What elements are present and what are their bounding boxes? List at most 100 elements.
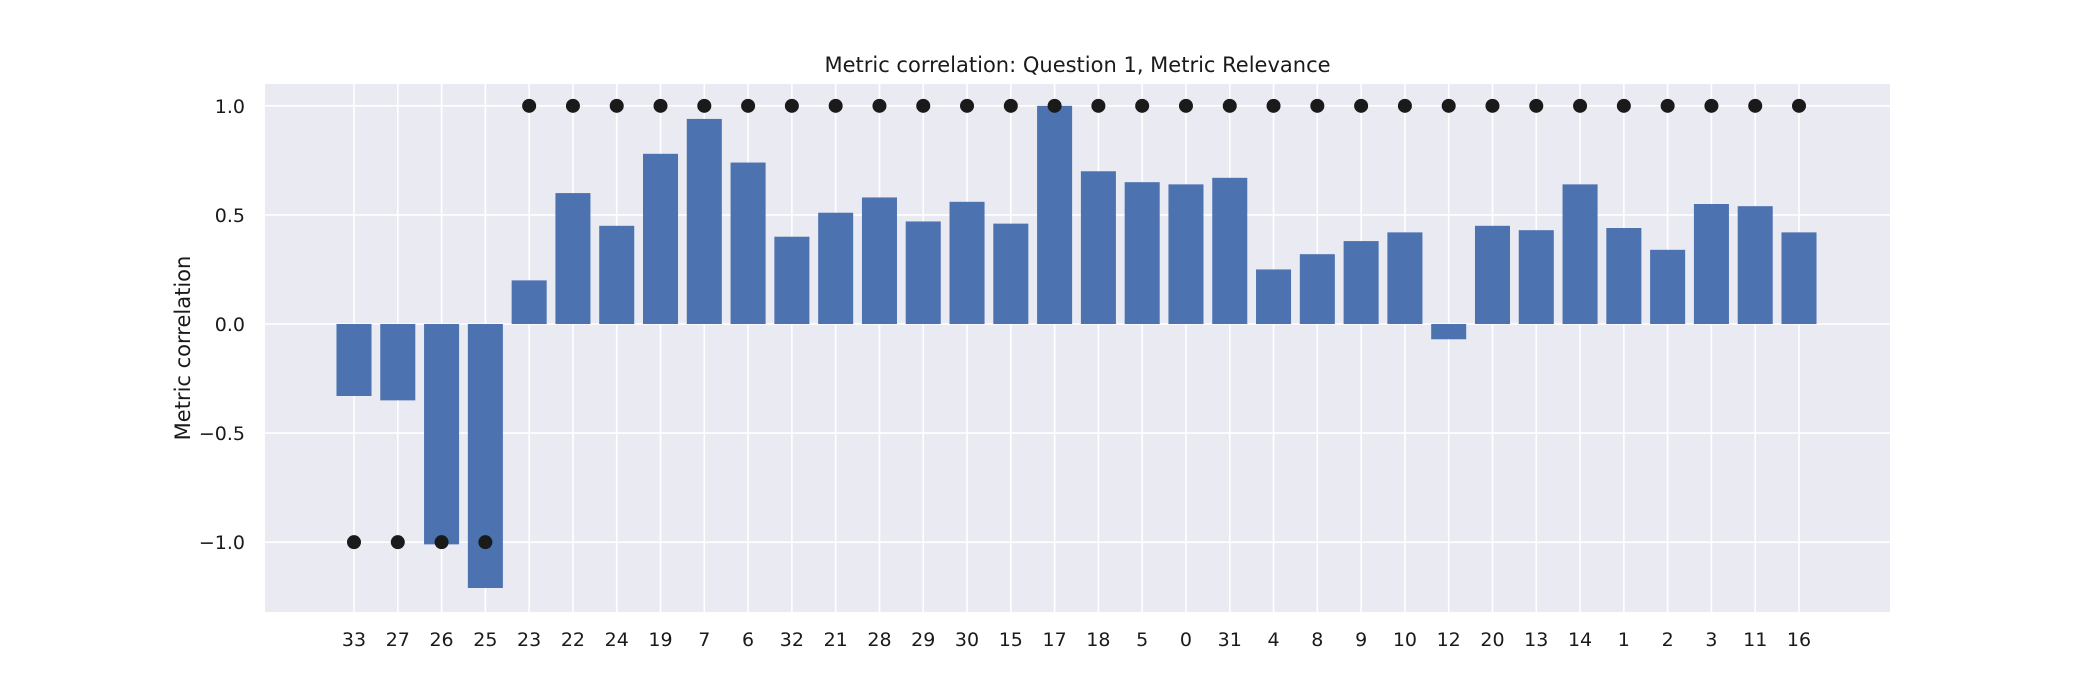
point-33 xyxy=(347,535,361,550)
point-24 xyxy=(609,98,624,113)
point-23 xyxy=(522,98,537,113)
x-tick-label: 3 xyxy=(1705,629,1717,651)
point-1 xyxy=(1616,98,1631,113)
bar-10 xyxy=(1387,232,1423,324)
bar-33 xyxy=(336,324,372,396)
point-28 xyxy=(872,98,887,113)
x-tick-label: 19 xyxy=(648,629,672,651)
x-tick-label: 27 xyxy=(386,629,410,651)
x-tick-label: 9 xyxy=(1355,629,1367,651)
point-17 xyxy=(1047,98,1062,113)
bar-12 xyxy=(1431,324,1467,340)
bar-31 xyxy=(1212,177,1248,324)
x-tick-label: 17 xyxy=(1043,629,1067,651)
point-21 xyxy=(828,98,843,113)
bar-3 xyxy=(1693,204,1729,324)
x-tick-label: 4 xyxy=(1267,629,1279,651)
x-tick-labels: 33 27 26 25 23 22 24 19 7 6 32 21 28 29 30 15 17 18 5 0 31 4 8… xyxy=(342,629,1811,651)
x-tick-label: 8 xyxy=(1311,629,1323,651)
scatter-series xyxy=(347,98,1806,550)
point-15 xyxy=(1003,98,1018,113)
x-tick-label: 12 xyxy=(1437,629,1461,651)
y-axis-label: Metric correlation xyxy=(171,256,195,441)
point-5 xyxy=(1135,98,1150,113)
point-20 xyxy=(1485,98,1500,113)
x-tick-label: 10 xyxy=(1393,629,1417,651)
bar-9 xyxy=(1343,241,1379,324)
x-tick-label: 21 xyxy=(824,629,848,651)
point-31 xyxy=(1222,98,1237,113)
grid-lines xyxy=(265,84,1890,612)
x-tick-label: 16 xyxy=(1787,629,1811,651)
point-4 xyxy=(1266,98,1281,113)
point-13 xyxy=(1529,98,1544,113)
point-14 xyxy=(1573,98,1588,113)
bar-18 xyxy=(1080,171,1116,324)
point-12 xyxy=(1441,98,1456,113)
bar-21 xyxy=(818,212,854,324)
x-tick-label: 13 xyxy=(1524,629,1548,651)
plot-background xyxy=(265,84,1890,612)
y-tick-label: −1.0 xyxy=(199,532,245,554)
point-22 xyxy=(565,98,580,113)
x-tick-label: 29 xyxy=(911,629,935,651)
point-2 xyxy=(1660,98,1675,113)
bar-1 xyxy=(1606,228,1642,324)
bar-29 xyxy=(905,221,941,324)
x-tick-label: 6 xyxy=(742,629,754,651)
point-18 xyxy=(1091,98,1106,113)
point-8 xyxy=(1310,98,1325,113)
point-11 xyxy=(1748,98,1763,113)
bar-26 xyxy=(424,324,460,545)
bar-2 xyxy=(1650,249,1686,324)
bar-8 xyxy=(1299,254,1335,324)
x-tick-label: 28 xyxy=(867,629,891,651)
point-7 xyxy=(697,98,712,113)
point-16 xyxy=(1792,98,1806,113)
bar-27 xyxy=(380,324,416,401)
x-tick-label: 20 xyxy=(1480,629,1504,651)
point-19 xyxy=(653,98,668,113)
chart-title: Metric correlation: Question 1, Metric R… xyxy=(824,53,1330,77)
x-tick-label: 32 xyxy=(780,629,804,651)
point-32 xyxy=(784,98,799,113)
y-tick-label: −0.5 xyxy=(199,423,245,445)
bar-15 xyxy=(993,223,1029,324)
point-9 xyxy=(1354,98,1369,113)
bar-30 xyxy=(949,201,985,324)
bar-13 xyxy=(1518,230,1554,324)
point-25 xyxy=(478,535,493,550)
x-tick-label: 7 xyxy=(698,629,710,651)
bar-20 xyxy=(1474,225,1510,324)
bar-7 xyxy=(686,118,722,324)
bar-11 xyxy=(1737,206,1773,324)
bar-4 xyxy=(1256,269,1292,324)
bar-14 xyxy=(1562,184,1598,324)
x-tick-label: 26 xyxy=(429,629,453,651)
bar-19 xyxy=(643,153,679,324)
bar-22 xyxy=(555,193,591,324)
x-tick-label: 0 xyxy=(1180,629,1192,651)
bar-5 xyxy=(1124,182,1160,324)
x-tick-label: 15 xyxy=(999,629,1023,651)
point-3 xyxy=(1704,98,1719,113)
y-tick-label: 0.0 xyxy=(215,314,245,336)
point-27 xyxy=(390,535,405,550)
point-10 xyxy=(1397,98,1412,113)
y-tick-labels: 1.0 0.5 0.0 −0.5 −1.0 xyxy=(199,96,245,554)
x-tick-label: 30 xyxy=(955,629,979,651)
point-30 xyxy=(960,98,975,113)
bar-32 xyxy=(774,236,810,324)
bar-23 xyxy=(511,280,547,324)
x-tick-label: 25 xyxy=(473,629,497,651)
x-tick-label: 24 xyxy=(605,629,629,651)
x-tick-label: 5 xyxy=(1136,629,1148,651)
x-tick-label: 2 xyxy=(1662,629,1674,651)
x-tick-label: 23 xyxy=(517,629,541,651)
bar-24 xyxy=(599,225,635,324)
bar-17 xyxy=(1037,105,1073,325)
y-tick-label: 0.5 xyxy=(215,205,245,227)
x-tick-label: 14 xyxy=(1568,629,1592,651)
